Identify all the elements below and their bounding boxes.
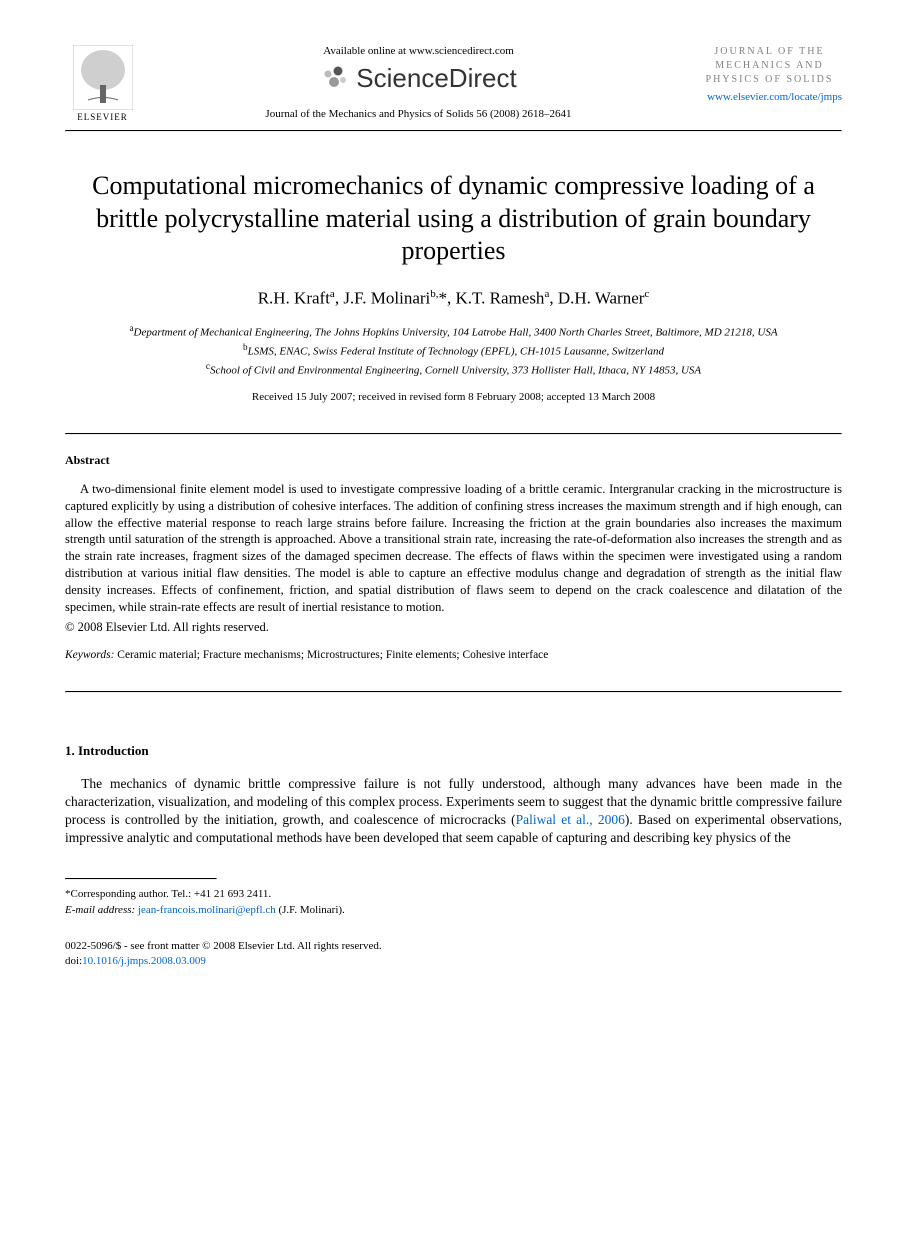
- elsevier-label: ELSEVIER: [77, 112, 128, 122]
- center-header: Available online at www.sciencedirect.co…: [140, 45, 697, 120]
- doi-line: doi:10.1016/j.jmps.2008.03.009: [65, 954, 842, 969]
- reference-link[interactable]: Paliwal et al., 2006: [516, 812, 625, 827]
- journal-box-container: JOURNAL OF THE MECHANICS AND PHYSICS OF …: [697, 45, 842, 113]
- sciencedirect-text: ScienceDirect: [356, 63, 516, 94]
- affiliation-a: aDepartment of Mechanical Engineering, T…: [65, 322, 842, 341]
- abstract-bottom-divider: [65, 691, 842, 693]
- email-address[interactable]: jean-francois.molinari@epfl.ch: [138, 904, 276, 916]
- affiliation-a-text: Department of Mechanical Engineering, Th…: [134, 327, 778, 339]
- abstract-heading: Abstract: [65, 453, 842, 468]
- affiliation-c: cSchool of Civil and Environmental Engin…: [65, 360, 842, 379]
- affiliation-c-text: School of Civil and Environmental Engine…: [210, 365, 701, 377]
- introduction-paragraph: The mechanics of dynamic brittle compres…: [65, 775, 842, 848]
- affiliation-b: bLSMS, ENAC, Swiss Federal Institute of …: [65, 341, 842, 360]
- page-container: ELSEVIER Available online at www.science…: [0, 0, 907, 1019]
- journal-name-box: JOURNAL OF THE MECHANICS AND PHYSICS OF …: [697, 45, 842, 87]
- sciencedirect-logo: ScienceDirect: [160, 63, 677, 94]
- email-label: E-mail address:: [65, 904, 135, 916]
- corresponding-author: *Corresponding author. Tel.: +41 21 693 …: [65, 886, 842, 919]
- keywords-text: Ceramic material; Fracture mechanisms; M…: [117, 649, 548, 661]
- corresponding-tel: *Corresponding author. Tel.: +41 21 693 …: [65, 886, 842, 903]
- front-matter-line: 0022-5096/$ - see front matter © 2008 El…: [65, 939, 842, 954]
- header-divider: [65, 130, 842, 132]
- journal-line2: MECHANICS AND: [697, 59, 842, 73]
- copyright-line: © 2008 Elsevier Ltd. All rights reserved…: [65, 620, 842, 635]
- doi-label: doi:: [65, 955, 82, 967]
- footer-divider: [65, 878, 217, 880]
- journal-line1: JOURNAL OF THE: [697, 45, 842, 59]
- article-title: Computational micromechanics of dynamic …: [65, 170, 842, 268]
- affiliations: aDepartment of Mechanical Engineering, T…: [65, 322, 842, 379]
- article-dates: Received 15 July 2007; received in revis…: [65, 391, 842, 403]
- authors-line: R.H. Krafta, J.F. Molinarib,*, K.T. Rame…: [65, 288, 842, 309]
- elsevier-logo: ELSEVIER: [65, 45, 140, 122]
- doi-link[interactable]: 10.1016/j.jmps.2008.03.009: [82, 955, 206, 967]
- keywords-label: Keywords:: [65, 649, 114, 661]
- journal-url-link[interactable]: www.elsevier.com/locate/jmps: [697, 91, 842, 103]
- journal-line3: PHYSICS OF SOLIDS: [697, 73, 842, 87]
- header-row: ELSEVIER Available online at www.science…: [65, 45, 842, 122]
- introduction-heading: 1. Introduction: [65, 743, 842, 759]
- sciencedirect-icon: [320, 64, 350, 94]
- citation-line: Journal of the Mechanics and Physics of …: [160, 108, 677, 120]
- elsevier-tree-icon: [73, 45, 133, 110]
- available-online-text: Available online at www.sciencedirect.co…: [160, 45, 677, 57]
- affiliation-b-text: LSMS, ENAC, Swiss Federal Institute of T…: [248, 346, 664, 358]
- abstract-top-divider: [65, 433, 842, 435]
- bottom-info: 0022-5096/$ - see front matter © 2008 El…: [65, 939, 842, 970]
- email-line: E-mail address: jean-francois.molinari@e…: [65, 902, 842, 919]
- keywords-line: Keywords: Ceramic material; Fracture mec…: [65, 649, 842, 661]
- abstract-text: A two-dimensional finite element model i…: [65, 481, 842, 616]
- email-name: (J.F. Molinari).: [278, 904, 344, 916]
